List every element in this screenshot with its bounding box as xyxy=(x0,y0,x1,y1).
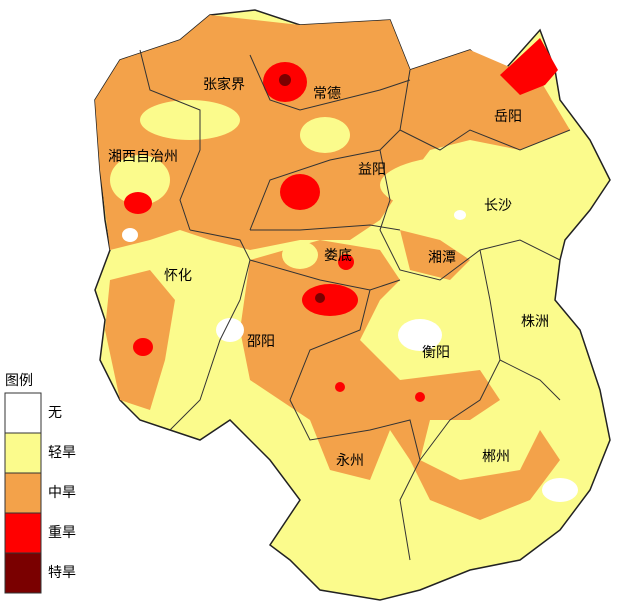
legend-label: 特旱 xyxy=(48,565,76,581)
city-label: 岳阳 xyxy=(494,109,522,125)
province xyxy=(94,9,611,601)
city-label: 邵阳 xyxy=(247,334,275,350)
legend-swatch xyxy=(4,392,42,434)
legend-label: 无 xyxy=(48,405,62,421)
city-label: 张家界 xyxy=(203,76,245,93)
city-label: 永州 xyxy=(336,453,364,469)
city-label: 怀化 xyxy=(164,268,192,284)
legend-title: 图例 xyxy=(5,373,33,389)
legend-label: 轻旱 xyxy=(48,445,76,461)
severe-areas xyxy=(124,38,558,402)
city-label: 湘潭 xyxy=(428,249,456,266)
city-label: 郴州 xyxy=(482,449,510,465)
legend-swatch xyxy=(4,512,42,554)
legend-swatch xyxy=(4,472,42,514)
city-label: 长沙 xyxy=(484,198,512,214)
light-areas xyxy=(110,100,560,269)
none-areas xyxy=(122,210,578,502)
city-label: 湘西自治州 xyxy=(108,149,178,165)
city-label: 常德 xyxy=(313,86,341,102)
boundaries xyxy=(139,49,571,561)
city-label: 株洲 xyxy=(521,314,549,330)
legend-swatch xyxy=(4,432,42,474)
legend-swatch xyxy=(4,552,42,594)
city-label: 衡阳 xyxy=(422,345,450,361)
city-label: 益阳 xyxy=(358,162,386,178)
city-label: 娄底 xyxy=(324,248,352,264)
legend-label: 重旱 xyxy=(48,525,76,541)
legend-label: 中旱 xyxy=(48,485,76,501)
extreme-areas xyxy=(279,74,325,303)
